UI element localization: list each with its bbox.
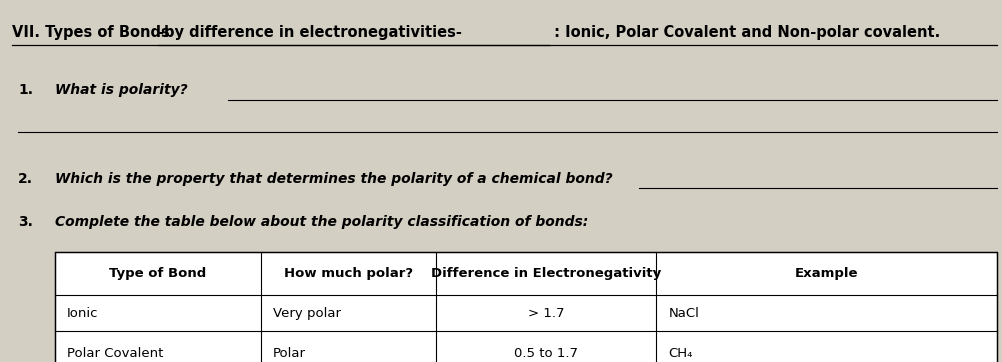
Text: Very polar: Very polar	[273, 307, 341, 320]
Text: 1.: 1.	[18, 83, 33, 97]
Text: NaCl: NaCl	[668, 307, 699, 320]
Text: CH₄: CH₄	[668, 348, 692, 360]
Text: Which is the property that determines the polarity of a chemical bond?: Which is the property that determines th…	[55, 172, 613, 186]
Text: -by difference in electronegativities-: -by difference in electronegativities-	[158, 25, 462, 40]
Text: Complete the table below about the polarity classification of bonds:: Complete the table below about the polar…	[55, 215, 588, 230]
Text: Polar: Polar	[273, 348, 306, 360]
Text: 3.: 3.	[18, 215, 33, 230]
Text: Example: Example	[795, 267, 859, 280]
Text: What is polarity?: What is polarity?	[55, 83, 187, 97]
Text: > 1.7: > 1.7	[528, 307, 564, 320]
Text: Type of Bond: Type of Bond	[109, 267, 206, 280]
Text: : Ionic, Polar Covalent and Non-polar covalent.: : Ionic, Polar Covalent and Non-polar co…	[549, 25, 940, 40]
Text: Difference in Electronegativity: Difference in Electronegativity	[431, 267, 661, 280]
Text: How much polar?: How much polar?	[284, 267, 413, 280]
Text: VII. Types of Bonds: VII. Types of Bonds	[12, 25, 175, 40]
Text: 2.: 2.	[18, 172, 33, 186]
Bar	[55, 252, 997, 362]
Text: Ionic: Ionic	[67, 307, 98, 320]
Text: Polar Covalent: Polar Covalent	[67, 348, 163, 360]
Text: 0.5 to 1.7: 0.5 to 1.7	[514, 348, 578, 360]
